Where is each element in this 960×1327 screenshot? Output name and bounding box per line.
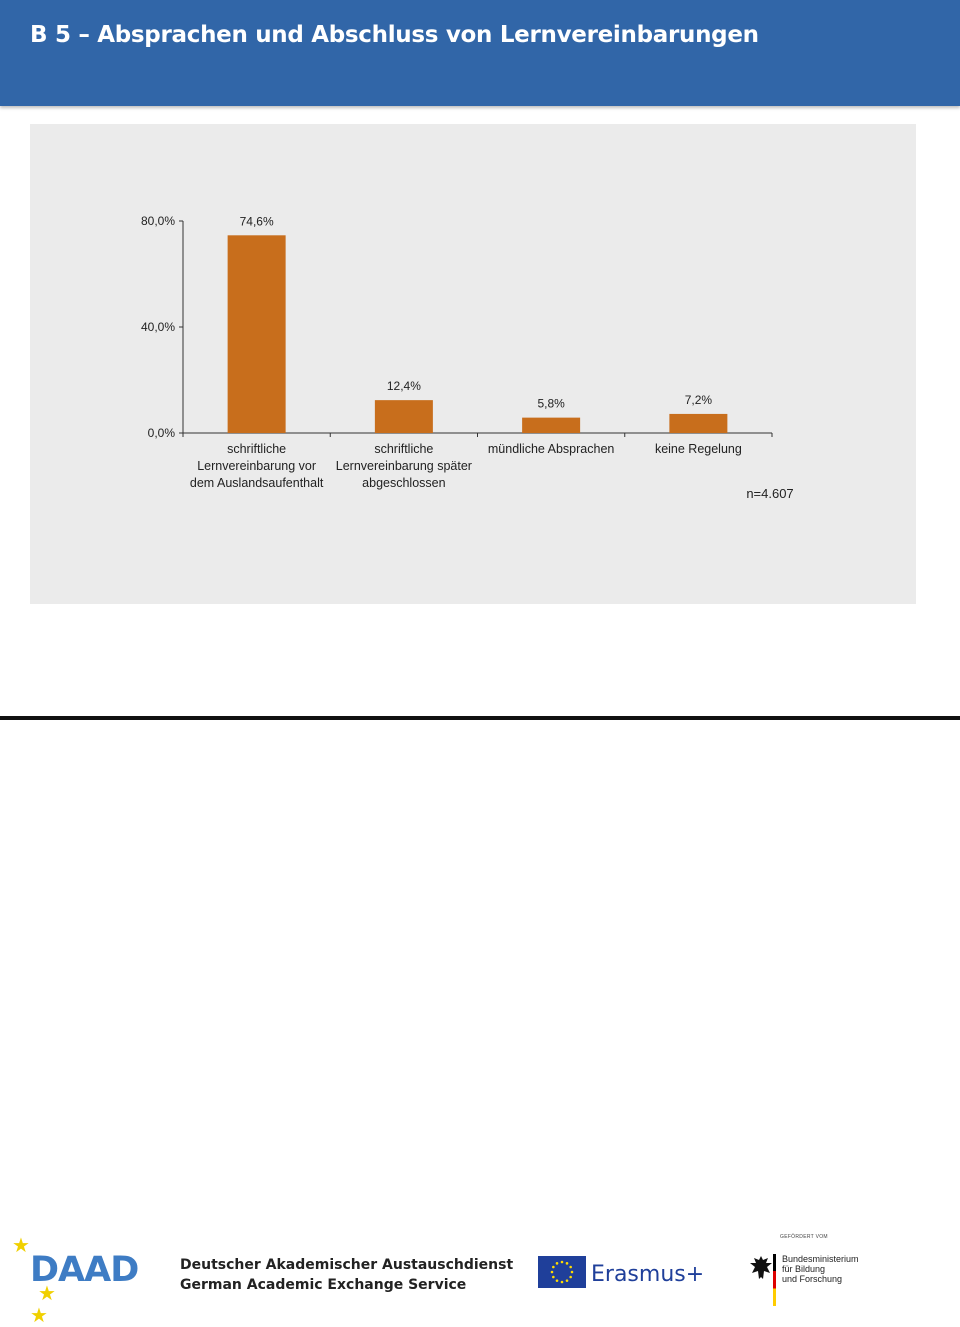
eu-star-icon [560, 1260, 564, 1264]
eu-star-icon [550, 1270, 554, 1274]
bottom-divider [0, 716, 960, 720]
chart-panel: 0,0% 40,0% 80,0% 74,6% 12,4% 5,8% 7,2% schrif… [30, 124, 916, 604]
eu-star-icon [570, 1270, 574, 1274]
page-title: B 5 – Absprachen und Abschluss von Lernv… [30, 22, 759, 48]
x-category-label: keine Regelung [655, 442, 742, 456]
y-tick-label: 40,0% [141, 320, 175, 334]
star-icon: ★ [12, 1235, 30, 1257]
eu-star-icon [569, 1265, 572, 1269]
eu-flag-icon [538, 1256, 586, 1288]
bmbf-line-2: für Bildung [782, 1264, 826, 1274]
eu-star-icon [560, 1280, 564, 1284]
bar-chart: 0,0% 40,0% 80,0% 74,6% 12,4% 5,8% 7,2% schrif… [141, 214, 794, 501]
bar-value-label: 5,8% [537, 397, 565, 411]
footer: ★ ★ ★ DAAD Deutscher Akademischer Austau… [0, 610, 960, 1326]
eu-star-icon [552, 1275, 555, 1279]
bar-value-label: 74,6% [240, 214, 274, 228]
header-bar: B 5 – Absprachen und Abschluss von Lernv… [0, 0, 960, 106]
x-category-label: Lernvereinbarung später [336, 459, 472, 473]
bar [669, 413, 728, 433]
sample-size-annotation: n=4.607 [746, 486, 793, 501]
eagle-icon [750, 1256, 772, 1279]
x-category-label: dem Auslandsaufenthalt [190, 476, 324, 490]
x-category-label: mündliche Absprachen [488, 442, 615, 456]
daad-name-german: Deutscher Akademischer Austauschdienst [180, 1257, 514, 1273]
bar [522, 417, 581, 433]
star-icon: ★ [30, 1305, 48, 1327]
eu-star-icon [552, 1265, 555, 1269]
erasmus-logo-text: Erasmus+ [591, 1262, 705, 1287]
daad-name: Deutscher Akademischer Austauschdienst G… [180, 1255, 513, 1295]
eu-star-icon [555, 1262, 559, 1265]
bar-value-label: 7,2% [685, 393, 713, 407]
bmbf-name: Bundesministerium für Bildung und Forsch… [782, 1254, 859, 1284]
y-tick-label: 80,0% [141, 214, 175, 228]
y-tick-label: 0,0% [148, 426, 176, 440]
bar [227, 235, 286, 433]
eu-star-icon [569, 1275, 572, 1279]
bmbf-funded-by: GEFÖRDERT VOM [780, 1234, 828, 1240]
eu-star-icon [555, 1279, 559, 1282]
x-category-label: abgeschlossen [362, 476, 445, 490]
x-category-label: Lernvereinbarung vor [197, 459, 316, 473]
bar [374, 400, 433, 433]
daad-name-english: German Academic Exchange Service [180, 1277, 467, 1293]
bmbf-line-1: Bundesministerium [782, 1254, 859, 1264]
bmbf-line-3: und Forschung [782, 1274, 843, 1284]
german-flag-bar [773, 1254, 776, 1306]
bar-value-label: 12,4% [387, 379, 421, 393]
daad-logo: DAAD [30, 1250, 139, 1290]
eu-star-icon [565, 1262, 569, 1265]
x-category-label: schriftliche [227, 442, 286, 456]
eu-star-icon [565, 1279, 569, 1282]
x-category-label: schriftliche [374, 442, 433, 456]
